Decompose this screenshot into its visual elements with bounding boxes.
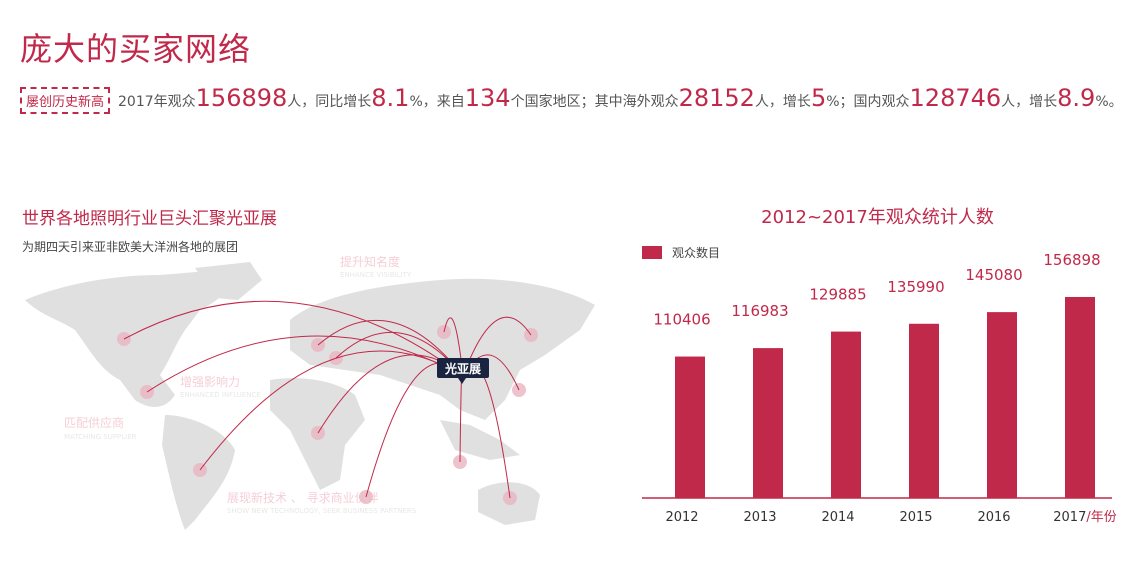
connection-arc bbox=[317, 319, 464, 377]
caption-cn: 匹配供应商 bbox=[64, 415, 124, 430]
stats-text: 个国家地区；其中海外观众 bbox=[510, 94, 679, 110]
data-label: 145080 bbox=[965, 266, 1022, 284]
page-title: 庞大的买家网络 bbox=[20, 30, 252, 68]
stats-value: 134 bbox=[464, 84, 511, 112]
bar-2013 bbox=[753, 348, 783, 498]
stats-text: 人，增长 bbox=[754, 94, 811, 110]
map-title: 世界各地照明行业巨头汇聚光亚展 bbox=[22, 209, 277, 229]
connection-arc bbox=[462, 316, 532, 377]
x-tick-label: 2017/年份 bbox=[1053, 510, 1116, 525]
connection-arc bbox=[146, 335, 464, 393]
connection-arc bbox=[123, 300, 464, 377]
hub-label: 光亚展 bbox=[444, 361, 481, 376]
stats-value: 156898 bbox=[195, 84, 288, 112]
stats-text: 人，同比增长 bbox=[287, 94, 372, 110]
x-tick-label: 2015 bbox=[899, 510, 932, 525]
caption-en: ENHANCED INFLUENCE bbox=[180, 391, 261, 399]
x-tick-label: 2012 bbox=[665, 510, 698, 525]
caption-en: MATCHING SUPPLIER bbox=[64, 433, 137, 441]
europe-asia bbox=[290, 278, 595, 420]
x-tick-label: 2014 bbox=[821, 510, 854, 525]
bar-2014 bbox=[831, 331, 861, 498]
stats-text: %，来自 bbox=[409, 94, 465, 110]
stats-line: 屡创历史新高 2017年观众156898人，同比增长8.1%，来自134个国家地区… bbox=[20, 84, 1123, 114]
caption-en: SHOW NEW TECHNOLOGY, SEEK BUSINESS PARTN… bbox=[227, 507, 417, 515]
x-tick-label: 2013 bbox=[743, 510, 776, 525]
connection-arc bbox=[199, 350, 464, 471]
x-unit: /年份 bbox=[1086, 510, 1116, 525]
map-subtitle: 为期四天引来亚非欧美大洋洲各地的展团 bbox=[22, 240, 239, 254]
caption-cn: 展现新技术 、 寻求商业伙伴 bbox=[227, 490, 379, 505]
bar-2012 bbox=[675, 356, 705, 498]
caption-en: ENHANCE VISIBILITY bbox=[340, 271, 412, 279]
stats-value: 128746 bbox=[909, 84, 1002, 112]
stats-text: 人，增长 bbox=[1001, 94, 1058, 110]
stats-value: 8.9 bbox=[1057, 84, 1096, 112]
greenland bbox=[195, 262, 262, 300]
stats-text: %。 bbox=[1095, 94, 1123, 110]
chart-legend: 观众数目 bbox=[642, 244, 720, 261]
legend-swatch bbox=[642, 246, 662, 259]
data-label: 135990 bbox=[887, 278, 944, 296]
data-label: 116983 bbox=[731, 302, 788, 320]
bar-2015 bbox=[909, 323, 939, 498]
stats-text: %；国内观众 bbox=[826, 94, 910, 110]
world-map: 提升知名度 ENHANCE VISIBILITY 增强影响力 ENHANCED … bbox=[25, 254, 595, 530]
legend-label: 观众数目 bbox=[672, 246, 721, 260]
hub-marker: 光亚展 bbox=[437, 358, 489, 384]
bar-2016 bbox=[987, 312, 1017, 498]
data-label: 156898 bbox=[1043, 251, 1100, 269]
stats-text: 2017年观众 bbox=[118, 94, 196, 110]
caption-cn: 增强影响力 bbox=[180, 374, 240, 389]
data-label: 129885 bbox=[809, 286, 866, 304]
caption-cn: 提升知名度 bbox=[340, 254, 400, 269]
bar-2017 bbox=[1065, 296, 1095, 498]
stats-value: 28152 bbox=[678, 84, 755, 112]
data-label: 110406 bbox=[653, 311, 710, 329]
stats-value: 8.1 bbox=[371, 84, 410, 112]
record-badge: 屡创历史新高 bbox=[20, 87, 111, 114]
stats-value: 5 bbox=[810, 84, 827, 112]
x-tick-label: 2016 bbox=[977, 510, 1010, 525]
chart-title: 2012~2017年观众统计人数 bbox=[761, 207, 994, 228]
